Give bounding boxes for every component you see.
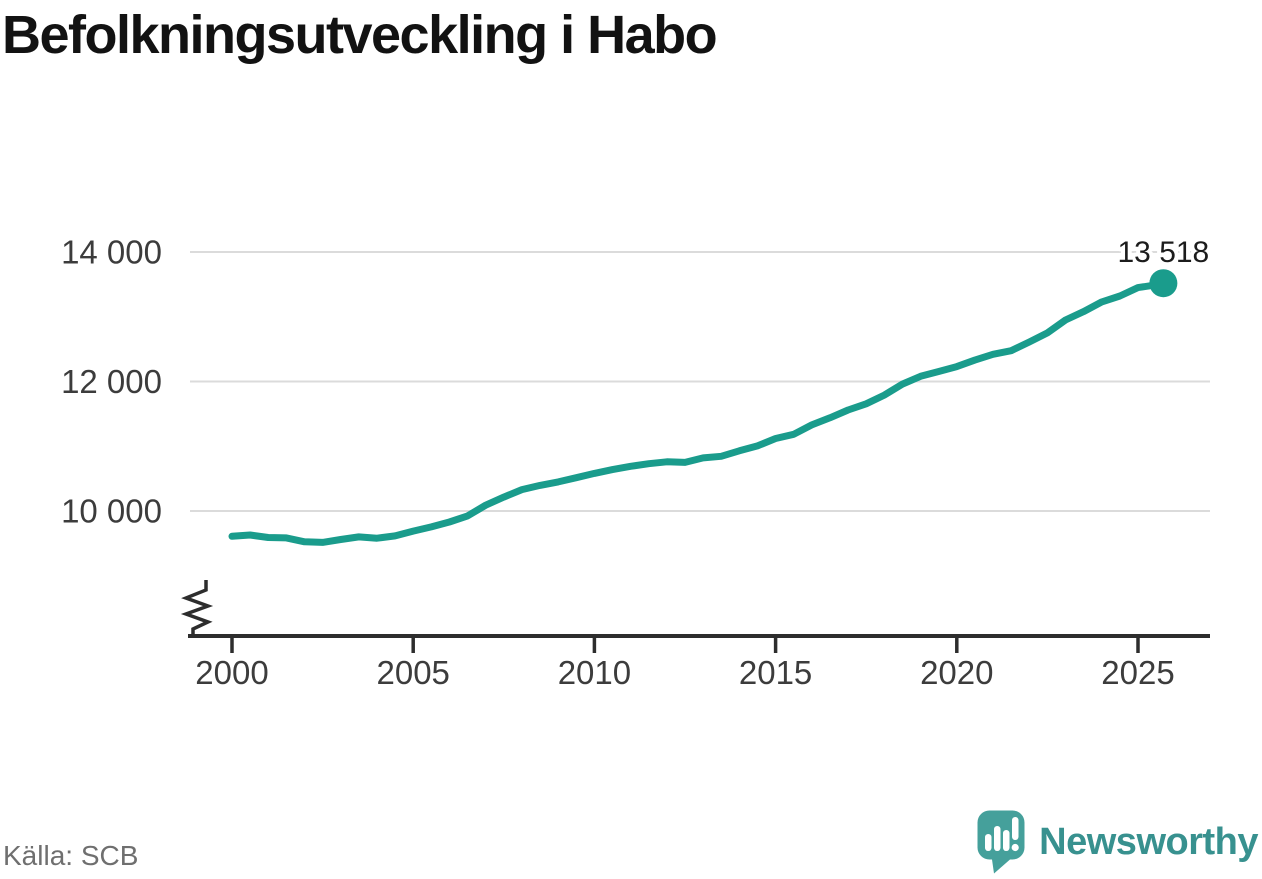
newsworthy-logo-text: Newsworthy xyxy=(1039,820,1258,863)
y-axis-tick-label: 10 000 xyxy=(61,493,162,530)
end-point-marker xyxy=(1149,269,1178,298)
newsworthy-logo: Newsworthy xyxy=(977,810,1258,874)
y-axis-tick-label: 14 000 xyxy=(61,234,162,271)
chart-title: Befolkningsutveckling i Habo xyxy=(2,5,718,65)
population-line xyxy=(228,279,1167,546)
logo-bar-medium xyxy=(1003,830,1010,851)
logo-bar-tall xyxy=(994,826,1001,851)
logo-bar-short xyxy=(985,834,992,851)
end-point-value-label: 13 518 xyxy=(1117,236,1209,269)
x-axis-tick-label: 2020 xyxy=(920,654,993,691)
logo-exclamation-dot xyxy=(1011,843,1019,852)
source-label: Källa: SCB xyxy=(3,840,139,871)
x-axis-tick-label: 2025 xyxy=(1101,654,1174,691)
x-axis-tick-label: 2005 xyxy=(376,654,449,691)
y-axis-break-icon xyxy=(180,580,214,636)
x-axis-tick-label: 2010 xyxy=(558,654,631,691)
logo-exclamation-bar xyxy=(1012,817,1019,840)
x-axis-tick-label: 2000 xyxy=(195,654,268,691)
x-axis-tick-label: 2015 xyxy=(739,654,812,691)
newsworthy-logo-icon xyxy=(977,810,1025,874)
y-axis-tick-label: 12 000 xyxy=(61,363,162,400)
